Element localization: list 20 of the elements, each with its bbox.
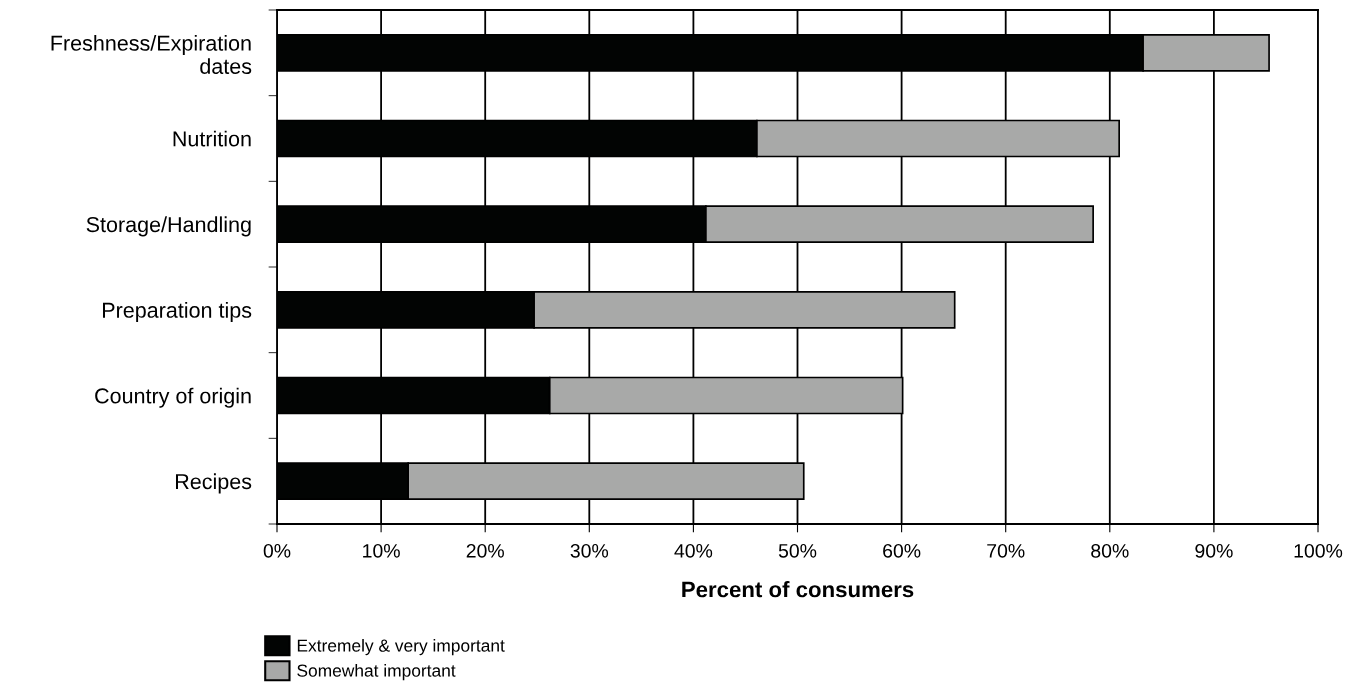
x-axis-title: Percent of consumers [682, 581, 914, 598]
x-tick-label: 10% [363, 543, 400, 558]
x-tick-label: 40% [674, 543, 713, 558]
legend-label: Extremely & very important [297, 639, 505, 656]
x-tick-label: 30% [570, 543, 609, 558]
x-tick-label: 50% [778, 543, 817, 558]
x-tick-label: 0% [263, 543, 291, 558]
y-tick-label: Nutrition [173, 130, 251, 147]
y-tick-label: Freshness/Expiration dates [51, 35, 252, 74]
x-tick-label: 90% [1195, 543, 1233, 558]
legend-label: Somewhat important [297, 664, 456, 681]
x-tick-label: 100% [1294, 543, 1343, 558]
y-tick-label: Preparation tips [103, 302, 252, 323]
x-tick-label: 80% [1091, 543, 1129, 558]
y-tick-label: Storage/Handling [86, 216, 251, 237]
y-tick-label: Country of origin [95, 387, 251, 408]
y-tick-label: Recipes [175, 473, 252, 494]
x-tick-label: 20% [466, 543, 504, 558]
x-tick-label: 60% [883, 543, 921, 558]
x-tick-label: 70% [987, 543, 1025, 558]
